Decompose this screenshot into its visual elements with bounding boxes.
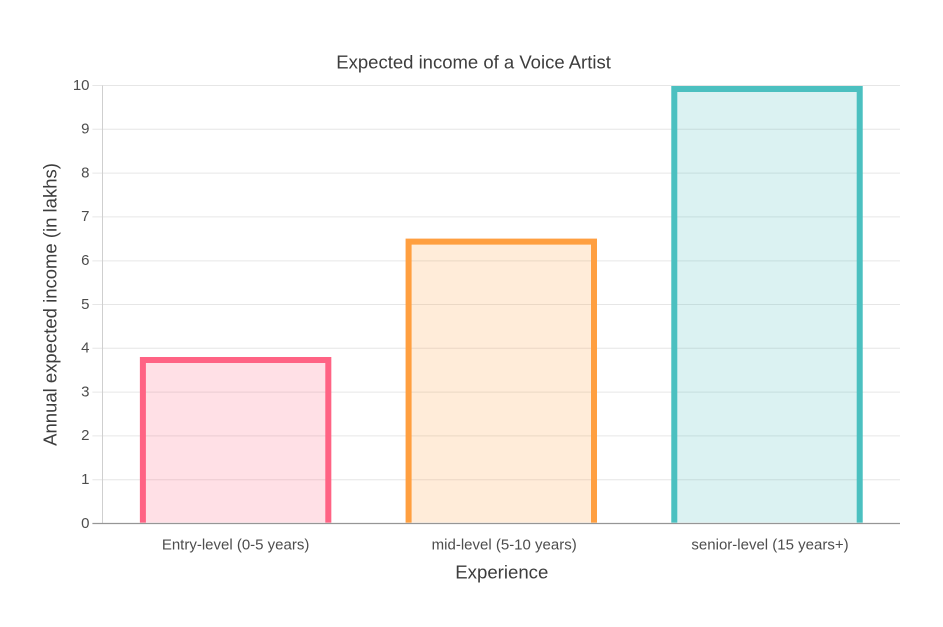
svg-text:senior-level (15 years+): senior-level (15 years+) (691, 536, 848, 553)
svg-text:10: 10 (73, 77, 90, 94)
svg-text:2: 2 (81, 427, 89, 444)
svg-text:4: 4 (81, 340, 89, 357)
svg-text:0: 0 (81, 515, 89, 532)
svg-text:Expected income of a Voice Art: Expected income of a Voice Artist (336, 52, 611, 73)
svg-text:Entry-level (0-5 years): Entry-level (0-5 years) (162, 536, 310, 553)
svg-text:mid-level (5-10 years): mid-level (5-10 years) (432, 536, 577, 553)
svg-text:8: 8 (81, 164, 89, 181)
svg-text:1: 1 (81, 471, 89, 488)
svg-text:Experience: Experience (455, 562, 548, 583)
svg-text:7: 7 (81, 208, 89, 225)
svg-text:3: 3 (81, 383, 89, 400)
svg-text:9: 9 (81, 121, 89, 138)
svg-text:Annual expected income (in lak: Annual expected income (in lakhs) (40, 163, 61, 446)
svg-text:5: 5 (81, 296, 89, 313)
svg-text:6: 6 (81, 252, 89, 269)
